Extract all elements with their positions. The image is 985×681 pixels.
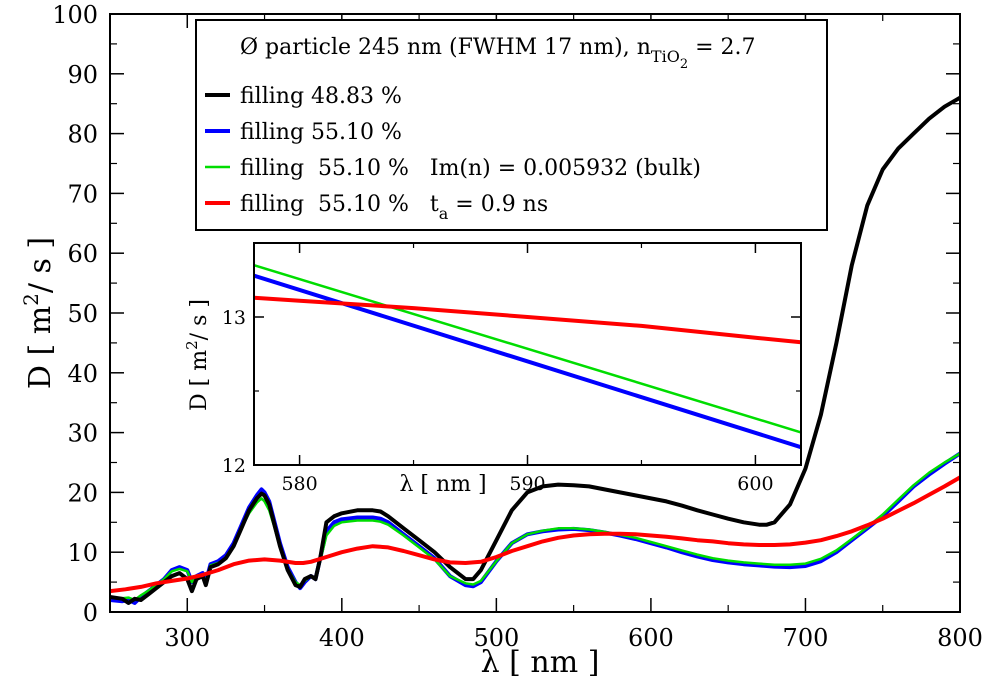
legend-entry-1: filling 48.83 % <box>240 84 402 109</box>
svg-text:D [ m2/ s ]: D [ m2/ s ] <box>183 299 212 411</box>
main-ytick-label: 40 <box>67 360 98 388</box>
inset-background <box>254 243 801 465</box>
inset-frame <box>253 242 802 466</box>
main-xtick-label: 600 <box>628 624 674 652</box>
inset-xtick-label: 600 <box>737 473 773 495</box>
inset-series-line-3 <box>254 295 801 345</box>
main-xtick-label: 500 <box>473 624 519 652</box>
inset-chart: 580 590 600 12 13 λ [ nm ] D [ m2/ s ] <box>183 242 802 497</box>
legend: Ø particle 245 nm (FWHM 17 nm), nTiO2 = … <box>195 19 828 231</box>
main-plot-frame <box>109 13 961 613</box>
main-ytick-label: 70 <box>67 180 98 208</box>
main-ytick-label: 20 <box>67 479 98 507</box>
main-series-line-3 <box>110 95 960 605</box>
inset-ylabel: D [ m2/ s ] <box>183 299 212 411</box>
legend-box <box>195 19 828 231</box>
legend-entry-2: filling 55.10 % <box>240 120 402 145</box>
main-ylabel: D [ m2/ s ] <box>19 237 58 389</box>
inset-ytick-label: 13 <box>222 307 246 329</box>
inset-xtick-label: 580 <box>281 473 317 495</box>
inset-series-line-2 <box>254 263 801 434</box>
main-xtick-label: 400 <box>319 624 365 652</box>
main-ytick-label: 100 <box>52 1 98 29</box>
main-series-line-4 <box>110 475 960 594</box>
legend-entry-4: filling 55.10 % ta = 0.9 ns <box>240 192 548 223</box>
main-ytick-label: 90 <box>67 61 98 89</box>
legend-title: Ø particle 245 nm (FWHM 17 nm), nTiO2 = … <box>240 35 756 72</box>
inset-plot-axes: 580 590 600 12 13 <box>222 242 801 495</box>
main-xtick-label: 700 <box>783 624 829 652</box>
main-ytick-label: 10 <box>67 539 98 567</box>
inset-plot-series <box>254 263 801 450</box>
svg-text:D [ m2/ s ]: D [ m2/ s ] <box>19 237 58 389</box>
inset-xlabel: λ [ nm ] <box>399 472 486 497</box>
inset-ytick-label: 12 <box>222 455 246 477</box>
main-xtick-label: 300 <box>164 624 210 652</box>
main-plot-series <box>110 95 960 605</box>
main-plot-axes: 300 400 500 600 700 800 0 10 20 30 40 50 60 70 80 90 100 <box>52 1 983 652</box>
main-ytick-label: 60 <box>67 240 98 268</box>
legend-entry-3: filling 55.10 % Im(n) = 0.005932 (bulk) <box>240 156 701 181</box>
main-ytick-label: 50 <box>67 300 98 328</box>
main-ytick-label: 30 <box>67 420 98 448</box>
main-xlabel: λ [ nm ] <box>481 645 600 680</box>
main-xtick-label: 800 <box>937 624 983 652</box>
main-ytick-label: 80 <box>67 121 98 149</box>
inset-xtick-label: 590 <box>509 473 545 495</box>
main-ytick-label: 0 <box>83 599 98 627</box>
